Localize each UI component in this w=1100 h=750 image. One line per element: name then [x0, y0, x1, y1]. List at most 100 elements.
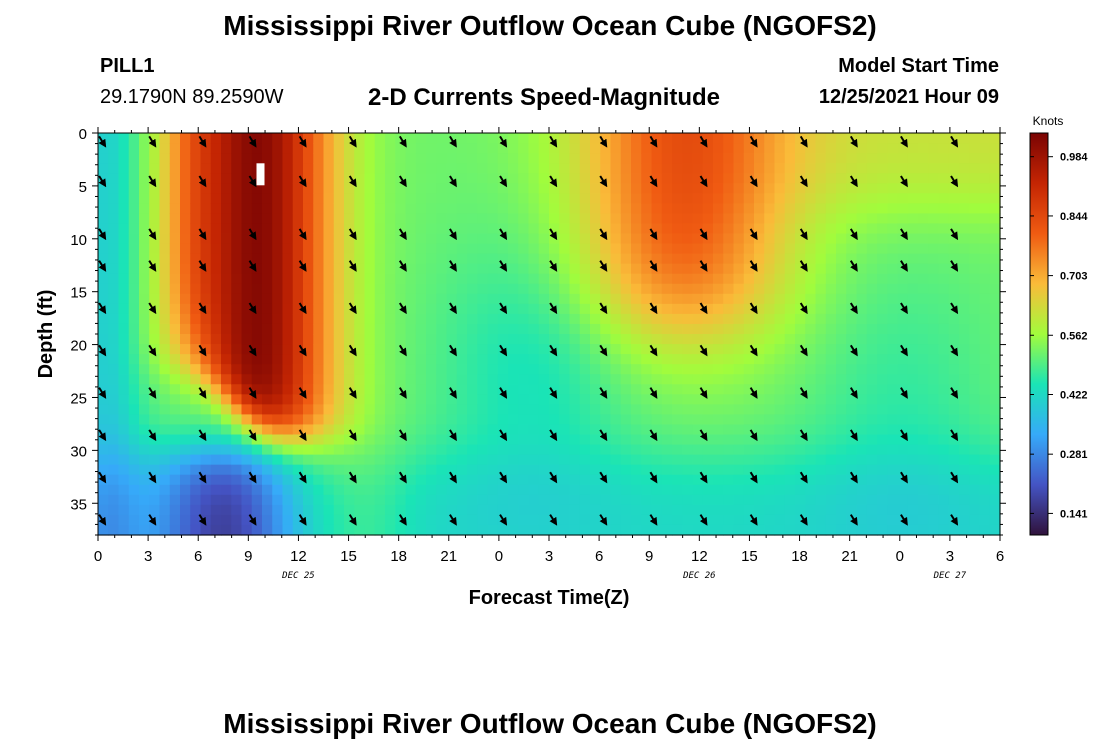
- heatmap-cell: [149, 243, 161, 255]
- heatmap-cell: [210, 464, 222, 476]
- heatmap-cell: [723, 454, 735, 466]
- heatmap-cell: [569, 243, 581, 255]
- heatmap-cell: [149, 504, 161, 516]
- heatmap-cell: [549, 524, 560, 536]
- heatmap-cell: [354, 173, 366, 184]
- heatmap-cell: [682, 404, 694, 415]
- heatmap-cell: [764, 464, 776, 476]
- heatmap-cell: [672, 193, 683, 204]
- heatmap-cell: [907, 293, 919, 305]
- heatmap-cell: [682, 173, 694, 184]
- heatmap-cell: [959, 193, 970, 204]
- heatmap-cell: [128, 253, 140, 265]
- heatmap-cell: [579, 364, 591, 375]
- heatmap-cell: [620, 514, 632, 526]
- heatmap-cell: [969, 313, 981, 325]
- heatmap-cell: [764, 414, 776, 426]
- heatmap-cell: [713, 313, 724, 325]
- heatmap-cell: [979, 374, 991, 385]
- heatmap-cell: [436, 364, 448, 375]
- heatmap-cell: [672, 354, 683, 365]
- heatmap-cell: [98, 143, 109, 154]
- heatmap-cell: [600, 404, 612, 415]
- heatmap-cell: [989, 514, 1001, 526]
- heatmap-cell: [989, 454, 1001, 466]
- heatmap-cell: [610, 223, 622, 235]
- heatmap-cell: [436, 404, 448, 415]
- heatmap-cell: [579, 163, 591, 174]
- heatmap-cell: [815, 313, 827, 325]
- heatmap-cell: [549, 494, 560, 506]
- heatmap-cell: [651, 243, 663, 255]
- heatmap-cell: [118, 464, 130, 476]
- heatmap-cell: [415, 223, 427, 235]
- heatmap-cell: [344, 484, 355, 496]
- heatmap-cell: [272, 454, 284, 466]
- heatmap-cell: [262, 153, 273, 164]
- heatmap-cell: [692, 494, 704, 506]
- heatmap-cell: [969, 504, 981, 516]
- heatmap-cell: [784, 374, 796, 385]
- heatmap-cell: [969, 474, 981, 486]
- heatmap-cell: [108, 223, 120, 235]
- heatmap-cell: [139, 374, 150, 385]
- heatmap-cell: [815, 514, 827, 526]
- heatmap-cell: [805, 454, 817, 466]
- heatmap-cell: [139, 394, 150, 405]
- heatmap-cell: [754, 233, 765, 245]
- heatmap-cell: [846, 414, 858, 426]
- heatmap-cell: [364, 293, 376, 305]
- heatmap-cell: [241, 273, 253, 285]
- heatmap-cell: [856, 293, 868, 305]
- current-arrow: [98, 228, 107, 241]
- heatmap-cell: [672, 374, 683, 385]
- heatmap-cell: [559, 323, 571, 335]
- heatmap-cell: [190, 424, 202, 436]
- heatmap-cell: [887, 243, 899, 255]
- heatmap-cell: [354, 484, 366, 496]
- heatmap-cell: [774, 484, 786, 496]
- heatmap-cell: [856, 263, 868, 275]
- heatmap-cell: [436, 444, 448, 456]
- heatmap-cell: [743, 323, 755, 335]
- heatmap-cell: [620, 404, 632, 415]
- heatmap-cell: [620, 163, 632, 174]
- heatmap-cell: [672, 524, 683, 536]
- heatmap-cell: [631, 454, 642, 466]
- heatmap-cell: [948, 213, 960, 225]
- heatmap-cell: [169, 303, 181, 315]
- heatmap-cell: [180, 484, 191, 496]
- heatmap-cell: [149, 414, 161, 426]
- heatmap-cell: [856, 524, 868, 536]
- heatmap-cell: [590, 444, 601, 456]
- heatmap-cell: [200, 334, 212, 345]
- heatmap-cell: [938, 303, 950, 315]
- heatmap-cell: [631, 464, 642, 476]
- current-arrow: [900, 302, 908, 315]
- heatmap-cell: [405, 364, 417, 375]
- heatmap-cell: [620, 504, 632, 516]
- heatmap-cell: [989, 193, 1001, 204]
- heatmap-cell: [508, 173, 519, 184]
- heatmap-cell: [549, 384, 560, 395]
- heatmap-cell: [477, 133, 489, 144]
- heatmap-cell: [641, 173, 653, 184]
- heatmap-cell: [241, 394, 253, 405]
- heatmap-cell: [713, 384, 724, 395]
- heatmap-cell: [702, 203, 714, 214]
- heatmap-cell: [292, 454, 304, 466]
- heatmap-cell: [405, 514, 417, 526]
- heatmap-cell: [251, 193, 263, 204]
- heatmap-cell: [159, 193, 171, 204]
- heatmap-cell: [815, 303, 827, 315]
- heatmap-cell: [856, 243, 868, 255]
- heatmap-cell: [559, 464, 571, 476]
- heatmap-cell: [354, 253, 366, 265]
- heatmap-cell: [108, 374, 120, 385]
- heatmap-cell: [508, 263, 519, 275]
- heatmap-cell: [590, 193, 601, 204]
- heatmap-cell: [477, 384, 489, 395]
- heatmap-cell: [569, 183, 581, 194]
- heatmap-cell: [559, 133, 571, 144]
- heatmap-cell: [846, 504, 858, 516]
